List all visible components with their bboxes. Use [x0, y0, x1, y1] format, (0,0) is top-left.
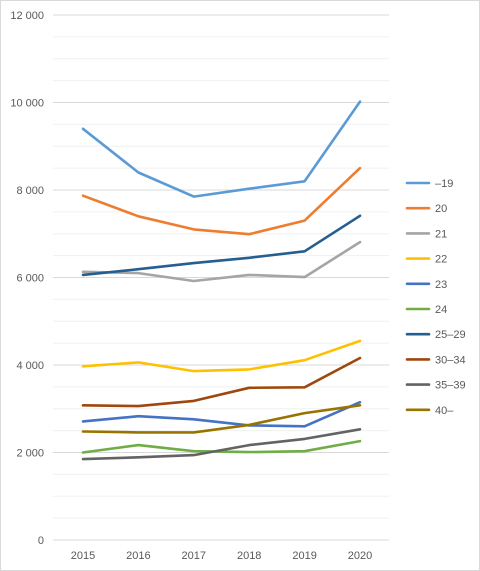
y-tick-label: 10 000: [10, 98, 44, 110]
x-tick-label: 2018: [237, 550, 261, 562]
legend-label: 23: [435, 279, 447, 291]
legend-label: 24: [435, 304, 447, 316]
x-tick-label: 2019: [292, 550, 316, 562]
series-line[interactable]: [81, 339, 362, 373]
series-line[interactable]: [81, 400, 362, 428]
gridlines: [53, 14, 389, 519]
y-tick-label: 8 000: [16, 185, 44, 197]
x-tick-label: 2015: [71, 550, 95, 562]
legend-label: –19: [435, 178, 453, 190]
series-line[interactable]: [81, 100, 362, 198]
legend-label: 35–39: [435, 380, 466, 392]
x-tick-label: 2020: [348, 550, 372, 562]
x-tick-label: 2017: [182, 550, 206, 562]
legend-label: 30–34: [435, 354, 466, 366]
series-lines: [81, 100, 362, 461]
legend-label: 40–: [435, 405, 454, 417]
legend-label: 20: [435, 203, 447, 215]
series-line[interactable]: [81, 166, 362, 236]
series-line[interactable]: [81, 403, 362, 434]
legend: –19 20 21 22 23 24 25–29 30–34 35–39 40–: [405, 178, 466, 417]
y-tick-label: 12 000: [10, 10, 44, 22]
y-tick-label: 2 000: [16, 448, 44, 460]
series-line[interactable]: [81, 356, 362, 408]
legend-label: 21: [435, 228, 447, 240]
series-line[interactable]: [81, 439, 362, 454]
series-line[interactable]: [81, 240, 362, 283]
y-tick-label: 6 000: [16, 273, 44, 285]
x-tick-label: 2016: [126, 550, 150, 562]
y-tick-label: 4 000: [16, 360, 44, 372]
legend-label: 25–29: [435, 329, 466, 341]
y-tick-label: 0: [38, 535, 44, 547]
legend-label: 22: [435, 254, 447, 266]
series-line[interactable]: [81, 214, 362, 277]
axes: 0 2 000 4 000 6 000 8 000 10 000 12 000 2015 201…: [10, 10, 389, 562]
series-line[interactable]: [81, 427, 362, 461]
